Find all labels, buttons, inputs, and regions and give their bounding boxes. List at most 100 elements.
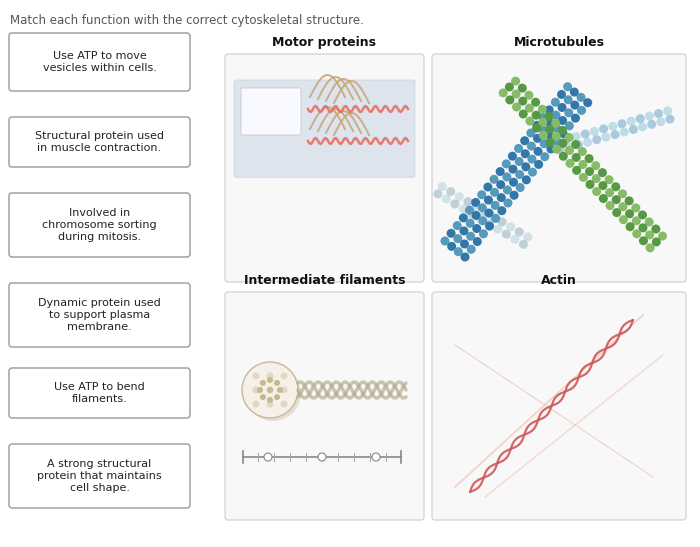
- Circle shape: [459, 205, 468, 213]
- FancyBboxPatch shape: [234, 80, 415, 177]
- Circle shape: [663, 107, 672, 115]
- Circle shape: [453, 221, 462, 230]
- Circle shape: [539, 126, 548, 135]
- Circle shape: [552, 124, 561, 133]
- Circle shape: [564, 133, 573, 142]
- Text: Actin: Actin: [541, 274, 577, 287]
- Circle shape: [498, 89, 508, 97]
- Circle shape: [528, 167, 537, 177]
- Circle shape: [566, 159, 575, 168]
- Circle shape: [466, 232, 475, 241]
- Circle shape: [498, 217, 507, 226]
- Circle shape: [533, 121, 542, 130]
- Circle shape: [592, 174, 601, 183]
- Circle shape: [608, 122, 617, 131]
- Circle shape: [631, 203, 640, 212]
- Circle shape: [461, 253, 470, 261]
- FancyBboxPatch shape: [241, 88, 301, 135]
- Circle shape: [510, 235, 519, 244]
- Circle shape: [645, 218, 654, 226]
- Circle shape: [645, 230, 654, 240]
- Circle shape: [598, 181, 608, 190]
- Circle shape: [545, 106, 554, 114]
- Circle shape: [467, 245, 476, 254]
- Circle shape: [514, 157, 524, 166]
- Circle shape: [473, 237, 482, 246]
- FancyBboxPatch shape: [9, 193, 190, 257]
- Circle shape: [484, 220, 494, 229]
- Circle shape: [533, 134, 542, 143]
- Circle shape: [606, 201, 615, 210]
- Text: Use ATP to bend
filaments.: Use ATP to bend filaments.: [54, 382, 145, 404]
- Circle shape: [463, 197, 473, 206]
- Circle shape: [527, 142, 536, 150]
- Circle shape: [666, 115, 675, 124]
- Circle shape: [578, 160, 587, 169]
- Circle shape: [508, 152, 517, 161]
- Circle shape: [524, 232, 532, 241]
- Circle shape: [611, 182, 620, 191]
- Circle shape: [612, 208, 621, 217]
- Circle shape: [267, 377, 273, 383]
- Text: Use ATP to move
vesicles within cells.: Use ATP to move vesicles within cells.: [43, 51, 156, 73]
- Circle shape: [578, 147, 587, 156]
- Circle shape: [527, 155, 536, 164]
- Circle shape: [559, 129, 568, 138]
- Circle shape: [459, 213, 468, 223]
- Circle shape: [577, 93, 585, 102]
- Circle shape: [447, 229, 456, 238]
- Circle shape: [601, 132, 610, 142]
- Circle shape: [372, 453, 380, 461]
- Circle shape: [540, 139, 549, 148]
- Circle shape: [583, 98, 592, 107]
- Circle shape: [484, 183, 492, 191]
- Circle shape: [629, 125, 638, 134]
- Circle shape: [509, 178, 518, 187]
- Circle shape: [572, 132, 581, 141]
- Circle shape: [552, 132, 561, 141]
- Circle shape: [571, 114, 580, 123]
- Circle shape: [592, 135, 601, 144]
- Circle shape: [565, 146, 574, 155]
- Circle shape: [260, 394, 266, 400]
- Circle shape: [583, 138, 592, 147]
- Circle shape: [657, 117, 665, 126]
- Circle shape: [538, 113, 547, 122]
- Circle shape: [645, 243, 654, 252]
- Circle shape: [559, 152, 568, 161]
- Circle shape: [257, 387, 263, 393]
- FancyBboxPatch shape: [9, 444, 190, 508]
- Circle shape: [508, 165, 517, 174]
- Circle shape: [584, 154, 594, 163]
- Circle shape: [281, 400, 288, 408]
- Circle shape: [570, 88, 579, 97]
- Circle shape: [598, 168, 607, 177]
- Circle shape: [592, 161, 600, 170]
- Circle shape: [514, 144, 523, 153]
- Text: Motor proteins: Motor proteins: [272, 36, 377, 49]
- Circle shape: [556, 146, 565, 154]
- Circle shape: [478, 203, 486, 212]
- Circle shape: [454, 234, 462, 243]
- Circle shape: [605, 188, 614, 197]
- Circle shape: [538, 118, 547, 127]
- Circle shape: [579, 173, 588, 182]
- Circle shape: [472, 211, 481, 220]
- Circle shape: [581, 130, 590, 138]
- Circle shape: [605, 175, 614, 184]
- Circle shape: [552, 137, 561, 146]
- Circle shape: [531, 98, 540, 107]
- Circle shape: [638, 211, 647, 219]
- Circle shape: [658, 231, 667, 241]
- Circle shape: [496, 167, 505, 176]
- Circle shape: [459, 226, 468, 235]
- Circle shape: [545, 112, 554, 121]
- Circle shape: [559, 139, 567, 148]
- Circle shape: [281, 387, 288, 393]
- FancyBboxPatch shape: [432, 54, 686, 282]
- Circle shape: [540, 152, 550, 161]
- Circle shape: [455, 192, 464, 201]
- Circle shape: [510, 191, 519, 200]
- Circle shape: [491, 214, 500, 223]
- Circle shape: [620, 127, 629, 137]
